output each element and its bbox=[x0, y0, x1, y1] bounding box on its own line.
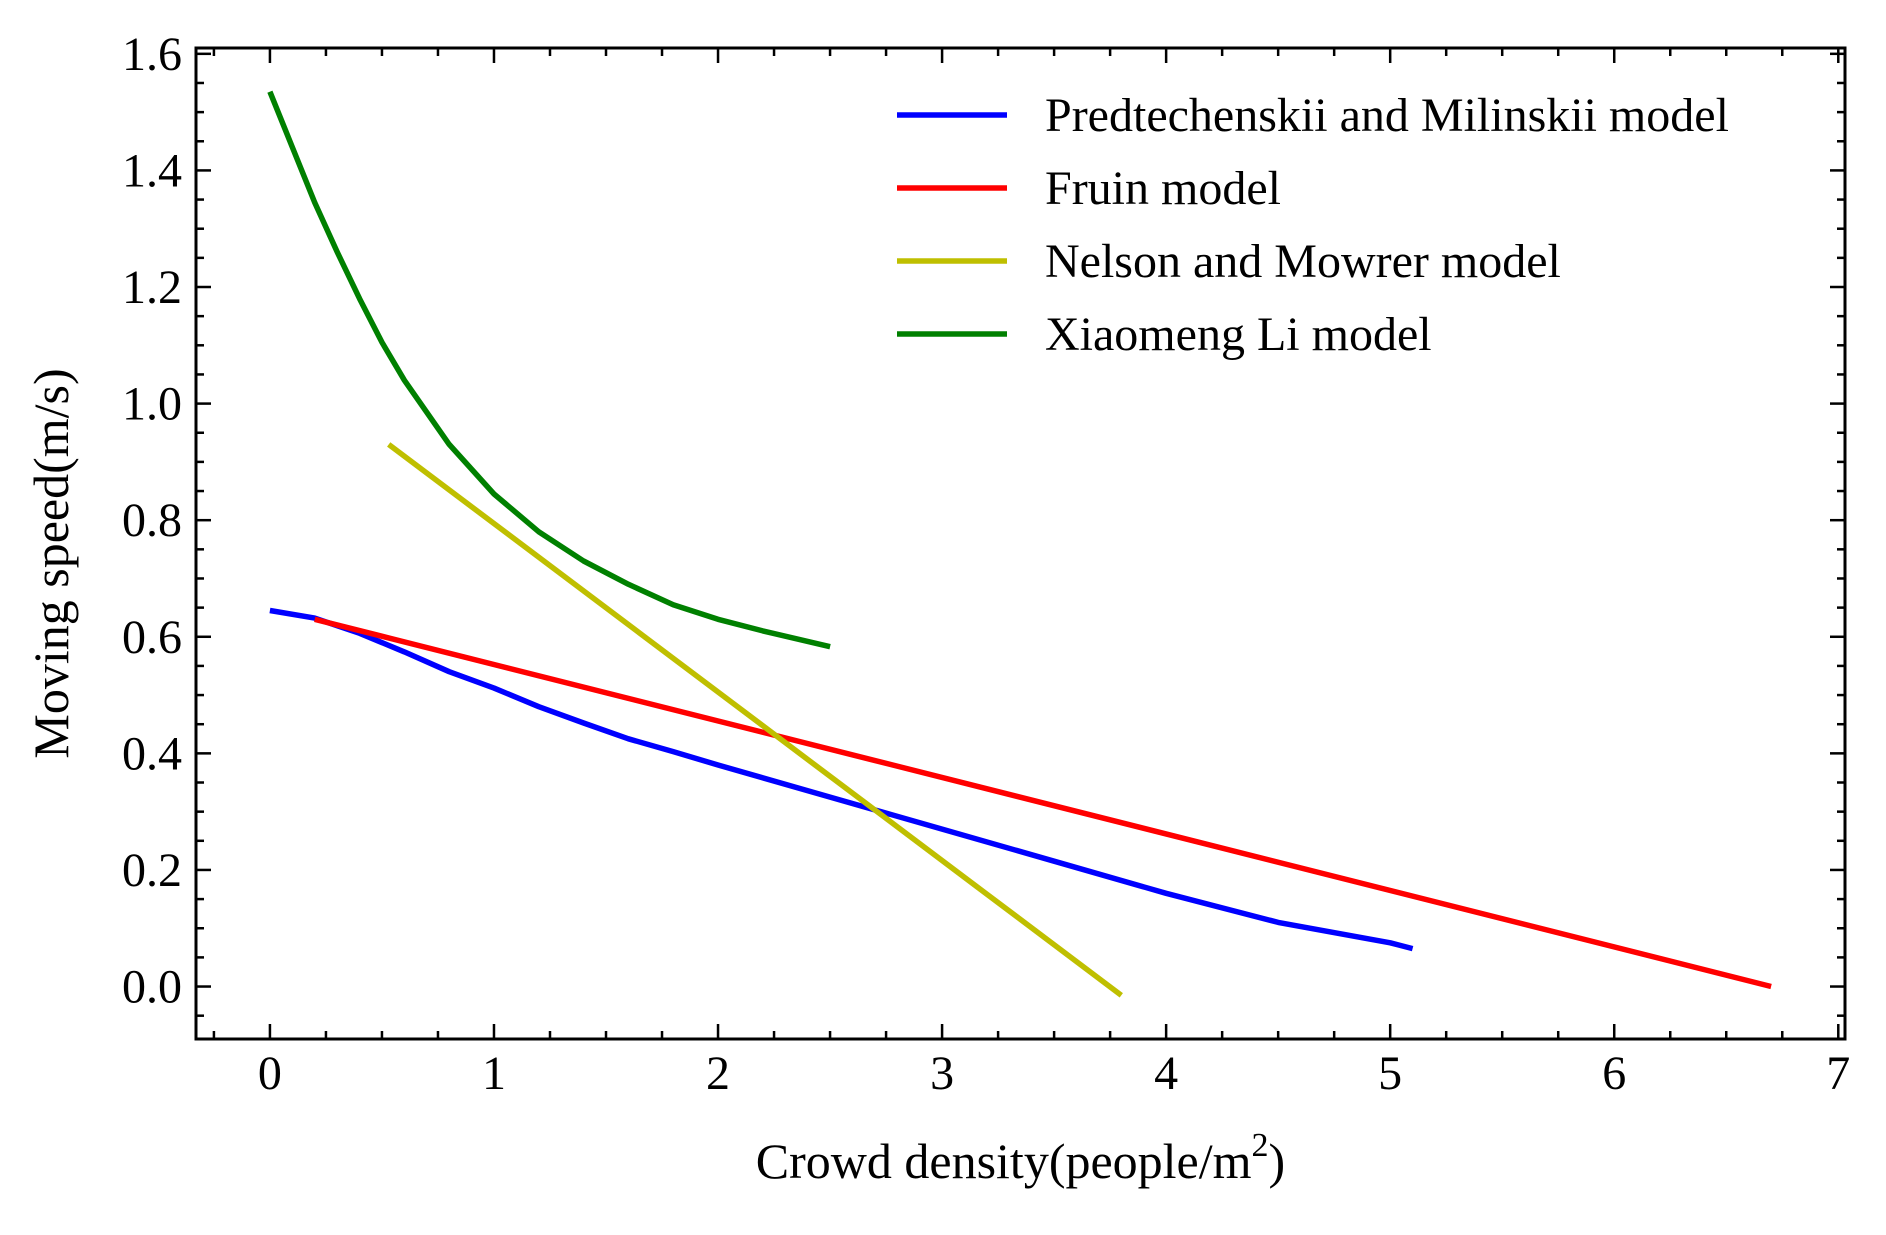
y-tick-labels: 0.0 0.2 0.4 0.6 0.8 1.0 1.2 1.4 1.6 bbox=[122, 28, 182, 1014]
x-axis-title-superscript: 2 bbox=[1252, 1127, 1269, 1164]
x-tick-labels: 0 1 2 3 4 5 6 7 bbox=[258, 1047, 1850, 1100]
legend: Predtechenskii and Milinskii model Fruin … bbox=[897, 89, 1729, 361]
x-tick-label: 0 bbox=[258, 1047, 282, 1100]
y-tick-label: 0.6 bbox=[122, 611, 182, 664]
series-line-nelson-and-mowrer-model bbox=[387, 442, 1123, 998]
y-tick-label: 0.0 bbox=[122, 961, 182, 1014]
x-tick-label: 5 bbox=[1378, 1047, 1402, 1100]
y-tick-label: 0.8 bbox=[122, 494, 182, 547]
x-tick-label: 6 bbox=[1602, 1047, 1626, 1100]
y-axis-title: Moving speed(m/s) bbox=[23, 368, 79, 758]
legend-label: Xiaomeng Li model bbox=[1045, 308, 1432, 361]
legend-label: Predtechenskii and Milinskii model bbox=[1045, 89, 1729, 142]
y-tick-label: 1.4 bbox=[122, 144, 182, 197]
series-line-predtechenskii-and-milinskii-model bbox=[269, 607, 1414, 952]
x-axis-title-suffix: ) bbox=[1269, 1133, 1286, 1189]
x-tick-label: 3 bbox=[930, 1047, 954, 1100]
x-tick-label: 4 bbox=[1154, 1047, 1178, 1100]
series-line-xiaomeng-li-model bbox=[267, 90, 831, 650]
y-tick-label: 0.4 bbox=[122, 727, 182, 780]
axis-ticks bbox=[196, 48, 1845, 1039]
plot-frame bbox=[194, 46, 1847, 1041]
x-tick-label: 2 bbox=[706, 1047, 730, 1100]
series-lines bbox=[267, 90, 1772, 998]
y-tick-label: 0.2 bbox=[122, 844, 182, 897]
series-line-fruin-model bbox=[314, 616, 1772, 990]
y-tick-label: 1.6 bbox=[122, 28, 182, 81]
x-tick-label: 7 bbox=[1826, 1047, 1850, 1100]
legend-label: Fruin model bbox=[1045, 162, 1281, 215]
y-tick-label: 1.2 bbox=[122, 261, 182, 314]
legend-label: Nelson and Mowrer model bbox=[1045, 235, 1561, 288]
x-axis-title-main: Crowd density(people/m bbox=[756, 1133, 1252, 1189]
x-tick-label: 1 bbox=[482, 1047, 506, 1100]
x-axis-title: Crowd density(people/m2) bbox=[756, 1127, 1285, 1189]
y-tick-label: 1.0 bbox=[122, 378, 182, 431]
